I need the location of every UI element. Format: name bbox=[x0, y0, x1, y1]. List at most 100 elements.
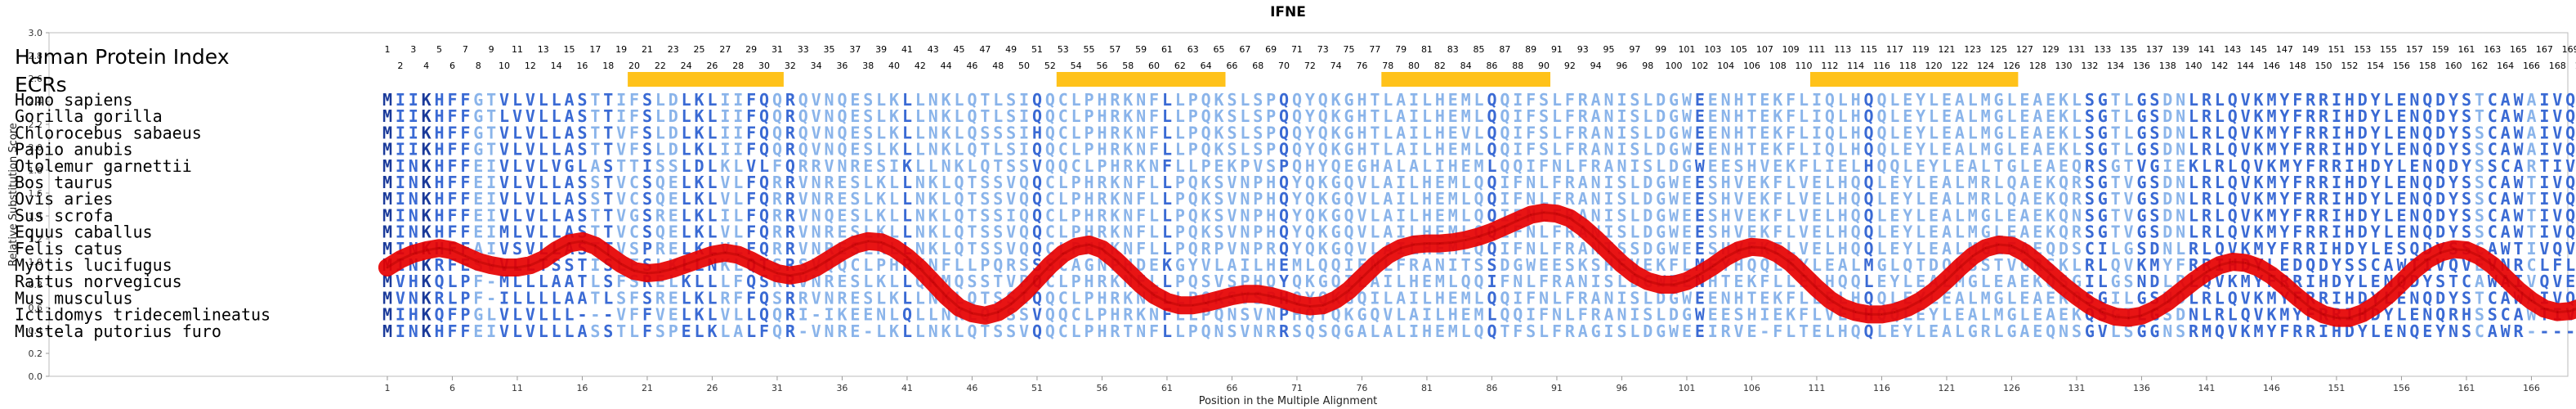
residue: E bbox=[1942, 106, 1952, 126]
residue: L bbox=[2124, 106, 2134, 126]
residue: Q bbox=[2046, 321, 2055, 341]
score-point bbox=[2362, 312, 2364, 314]
residue: G bbox=[1994, 123, 2004, 142]
residue: H bbox=[1734, 140, 1744, 160]
residue: V bbox=[2552, 123, 2562, 142]
residue: R bbox=[2292, 321, 2303, 341]
residue: K bbox=[422, 90, 432, 110]
residue: M bbox=[1981, 140, 1991, 160]
human-index-number: 97 bbox=[1629, 44, 1640, 55]
residue: L bbox=[1175, 321, 1185, 341]
residue: W bbox=[1669, 321, 1679, 341]
residue: Q bbox=[2565, 90, 2575, 110]
residue: S bbox=[577, 106, 587, 126]
residue: Q bbox=[2565, 123, 2575, 142]
residue: S bbox=[2085, 140, 2095, 160]
residue: L bbox=[876, 106, 886, 126]
residue: Q bbox=[1487, 123, 1496, 142]
y-tick-label: 1.2 bbox=[29, 234, 43, 245]
residue: L bbox=[1552, 123, 1562, 142]
residue: N bbox=[928, 106, 938, 126]
residue: I bbox=[720, 140, 730, 160]
residue: R bbox=[1578, 106, 1589, 126]
residue: L bbox=[902, 106, 912, 126]
species-name: Chlorocebus sabaeus bbox=[15, 123, 202, 142]
residue: N bbox=[928, 90, 938, 110]
residue: L bbox=[1396, 321, 1406, 341]
residue: T bbox=[603, 123, 613, 142]
residue: S bbox=[590, 321, 600, 341]
residue: F bbox=[460, 140, 470, 160]
residue: I bbox=[2332, 123, 2341, 142]
score-point bbox=[698, 258, 700, 260]
score-point bbox=[1452, 241, 1454, 243]
score-point bbox=[1153, 294, 1155, 296]
residue: Y bbox=[1916, 140, 1925, 160]
residue: Q bbox=[967, 90, 977, 110]
score-point bbox=[1803, 275, 1805, 276]
residue: L bbox=[2384, 123, 2394, 142]
score-point bbox=[893, 247, 895, 249]
x-tick-label: 86 bbox=[1486, 383, 1497, 393]
residue: K bbox=[1123, 123, 1133, 142]
residue: L bbox=[655, 90, 665, 110]
residue: C bbox=[2475, 321, 2484, 341]
residue: E bbox=[850, 140, 860, 160]
score-point bbox=[2375, 304, 2377, 306]
residue: L bbox=[565, 321, 575, 341]
residue: D bbox=[2358, 123, 2368, 142]
residue: F bbox=[759, 321, 769, 341]
x-axis-label: Position in the Multiple Alignment bbox=[1199, 395, 1378, 407]
human-index-number: 11 bbox=[512, 44, 523, 55]
score-point bbox=[2426, 258, 2428, 260]
residue: K bbox=[1773, 123, 1782, 142]
residue: E bbox=[473, 321, 483, 341]
residue: T bbox=[590, 90, 600, 110]
residue: N bbox=[1136, 106, 1146, 126]
residue: Q bbox=[1032, 140, 1042, 160]
residue: V bbox=[499, 123, 509, 142]
human-index-number: 84 bbox=[1460, 61, 1472, 71]
residue: W bbox=[2514, 90, 2525, 110]
residue: Q bbox=[1045, 123, 1055, 142]
residue: Q bbox=[1292, 90, 1302, 110]
human-index-number: 99 bbox=[1655, 44, 1666, 55]
residue: A bbox=[565, 90, 575, 110]
residue: S bbox=[1006, 123, 1016, 142]
human-index-number: 27 bbox=[719, 44, 731, 55]
residue: N bbox=[2176, 90, 2185, 110]
human-index-number: 33 bbox=[798, 44, 809, 55]
residue: T bbox=[980, 140, 990, 160]
residue: S bbox=[1253, 106, 1263, 126]
human-index-number: 9 bbox=[489, 44, 494, 55]
residue: I bbox=[733, 140, 743, 160]
residue: L bbox=[2189, 106, 2198, 126]
residue: L bbox=[1240, 106, 1250, 126]
y-tick-label: 2.4 bbox=[29, 97, 43, 107]
y-tick-label: 2.0 bbox=[29, 142, 43, 153]
residue: Y bbox=[2371, 123, 2381, 142]
x-tick-label: 6 bbox=[449, 383, 455, 393]
residue: L bbox=[1240, 90, 1250, 110]
residue: G bbox=[1994, 140, 2004, 160]
residue: T bbox=[1500, 321, 1509, 341]
residue: Q bbox=[772, 321, 782, 341]
residue: M bbox=[2266, 90, 2276, 110]
residue: I bbox=[1409, 90, 1419, 110]
residue: L bbox=[1876, 321, 1886, 341]
residue: L bbox=[1838, 123, 1848, 142]
x-tick-label: 106 bbox=[1743, 383, 1760, 393]
residue: L bbox=[1799, 106, 1809, 126]
residue: R bbox=[1110, 106, 1120, 126]
residue: M bbox=[2266, 123, 2276, 142]
species-name: Equus caballus bbox=[15, 222, 153, 242]
residue: L bbox=[1643, 140, 1652, 160]
residue: Q bbox=[1864, 90, 1874, 110]
human-index-number: 156 bbox=[2393, 61, 2410, 71]
score-point bbox=[867, 240, 869, 242]
residue: H bbox=[1851, 123, 1861, 142]
residue: L bbox=[1175, 123, 1185, 142]
residue: V bbox=[525, 106, 535, 126]
